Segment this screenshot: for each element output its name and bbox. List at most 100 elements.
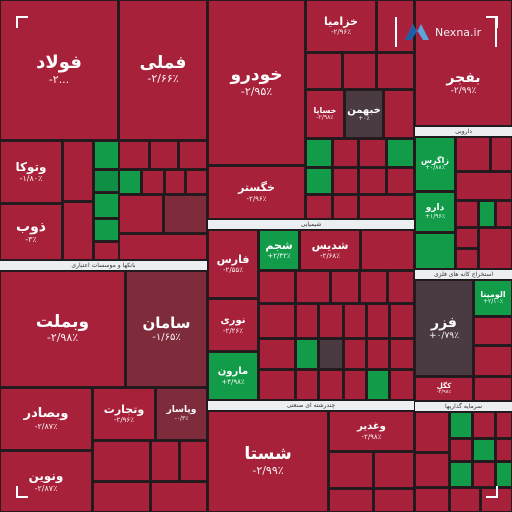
tile-small[interactable] xyxy=(259,271,295,303)
tile-khgostar[interactable]: خگستر -۲/۹۶٪ xyxy=(208,166,305,219)
tile-small[interactable] xyxy=(333,195,358,219)
tile-small[interactable] xyxy=(456,201,478,227)
tile-small[interactable] xyxy=(496,201,512,227)
tile-small[interactable] xyxy=(367,304,389,338)
tile-small[interactable] xyxy=(94,141,119,169)
tile-small[interactable] xyxy=(164,195,207,233)
tile-small[interactable] xyxy=(360,271,387,303)
tile-small[interactable] xyxy=(259,339,295,369)
tile-small[interactable] xyxy=(473,462,495,487)
tile-small[interactable] xyxy=(296,339,318,369)
tile-khodro[interactable]: خودرو -۲/۹۵٪ xyxy=(208,0,305,165)
tile-fameli[interactable]: فملی -۲/۶۶٪ xyxy=(119,0,207,140)
tile-small[interactable] xyxy=(94,242,119,260)
tile-small[interactable] xyxy=(296,271,330,303)
tile-small[interactable] xyxy=(473,412,495,438)
tile-small[interactable] xyxy=(319,339,343,369)
tile-vpasar[interactable]: وپاسار -۰/۳٪ xyxy=(156,388,207,440)
tile-small[interactable] xyxy=(387,168,414,194)
tile-small[interactable] xyxy=(344,370,366,400)
tile-alomina[interactable]: الومینا +۲/۱۰٪ xyxy=(474,280,512,316)
tile-small[interactable] xyxy=(450,488,480,512)
tile-farse[interactable]: فارس -۲/۵۵٪ xyxy=(208,230,258,298)
tile-small[interactable] xyxy=(63,202,93,260)
tile-maroon[interactable]: مارون +۴/۹۸٪ xyxy=(208,352,258,400)
tile-vnovin[interactable]: ونوین -۲/۸۷٪ xyxy=(0,451,92,512)
tile-small[interactable] xyxy=(151,441,179,481)
tile-khsapa[interactable]: خساپا -۲/۹۸٪ xyxy=(306,90,344,138)
tile-shajam[interactable]: شجم +۲/۴۲٪ xyxy=(259,230,299,270)
tile-small[interactable] xyxy=(491,137,512,171)
tile-small[interactable] xyxy=(343,53,376,89)
tile-small[interactable] xyxy=(359,168,386,194)
tile-folad[interactable]: فولاد -۲... xyxy=(0,0,118,140)
tile-small[interactable] xyxy=(456,228,478,248)
tile-kegol[interactable]: کگل -۲/۹۸٪ xyxy=(415,377,473,401)
tile-small[interactable] xyxy=(344,339,366,369)
tile-small[interactable] xyxy=(415,488,449,512)
tile-small[interactable] xyxy=(165,170,185,194)
tile-small[interactable] xyxy=(119,234,207,260)
tile-small[interactable] xyxy=(119,141,149,169)
tile-small[interactable] xyxy=(474,346,512,376)
tile-shadis[interactable]: شدیس -۲/۶۸٪ xyxy=(300,230,360,270)
tile-zob[interactable]: ذوب -۳٪ xyxy=(0,204,62,260)
tile-vbsader[interactable]: وبصادر -۲/۸۷٪ xyxy=(0,388,92,450)
tile-small[interactable] xyxy=(150,141,178,169)
tile-small[interactable] xyxy=(450,462,472,487)
tile-small[interactable] xyxy=(186,170,207,194)
tile-small[interactable] xyxy=(259,370,295,400)
tile-small[interactable] xyxy=(306,53,342,89)
tile-noori[interactable]: نوری -۲/۲۶٪ xyxy=(208,299,258,351)
tile-small[interactable] xyxy=(306,139,332,167)
tile-small[interactable] xyxy=(374,452,414,488)
tile-small[interactable] xyxy=(180,441,207,481)
tile-small[interactable] xyxy=(361,230,414,270)
tile-small[interactable] xyxy=(63,141,93,201)
tile-small[interactable] xyxy=(456,172,512,200)
tile-small[interactable] xyxy=(387,139,414,167)
tile-small[interactable] xyxy=(473,439,495,461)
tile-small[interactable] xyxy=(179,141,207,169)
tile-vbmellat[interactable]: وبملت -۲/۹۸٪ xyxy=(0,271,125,387)
tile-shasta[interactable]: شستا -۲/۹۹٪ xyxy=(208,411,328,512)
tile-small[interactable] xyxy=(496,439,512,461)
tile-small[interactable] xyxy=(415,453,449,487)
tile-small[interactable] xyxy=(456,137,490,171)
tile-small[interactable] xyxy=(359,139,386,167)
tile-small[interactable] xyxy=(367,339,389,369)
tile-small[interactable] xyxy=(344,304,366,338)
tile-small[interactable] xyxy=(306,168,332,194)
tile-small[interactable] xyxy=(333,139,358,167)
tile-small[interactable] xyxy=(450,439,472,461)
tile-small[interactable] xyxy=(333,168,358,194)
tile-small[interactable] xyxy=(377,53,414,89)
tile-small[interactable] xyxy=(119,195,163,233)
tile-small[interactable] xyxy=(94,170,119,192)
tile-small[interactable] xyxy=(94,193,119,218)
tile-small[interactable] xyxy=(415,412,449,452)
tile-small[interactable] xyxy=(367,370,389,400)
tile-small[interactable] xyxy=(306,195,332,219)
tile-small[interactable] xyxy=(388,271,414,303)
tile-khezamia[interactable]: خزامیا -۲/۹۶٪ xyxy=(306,0,376,52)
tile-small[interactable] xyxy=(94,219,119,241)
tile-fazar[interactable]: فزر +۰/۷۹٪ xyxy=(415,280,473,376)
tile-small[interactable] xyxy=(142,170,164,194)
tile-small[interactable] xyxy=(151,482,207,512)
tile-khabahman[interactable]: خبهمن +۰٪ xyxy=(345,90,383,138)
tile-small[interactable] xyxy=(374,489,414,512)
tile-small[interactable] xyxy=(331,271,359,303)
tile-small[interactable] xyxy=(259,304,295,338)
tile-small[interactable] xyxy=(474,377,512,401)
tile-small[interactable] xyxy=(359,195,414,219)
tile-small[interactable] xyxy=(390,339,414,369)
tile-small[interactable] xyxy=(390,370,414,400)
tile-small[interactable] xyxy=(93,482,150,512)
tile-small[interactable] xyxy=(93,441,150,481)
tile-small[interactable] xyxy=(384,90,414,138)
tile-small[interactable] xyxy=(456,249,478,269)
tile-small[interactable] xyxy=(296,370,318,400)
tile-small[interactable] xyxy=(415,233,455,269)
tile-small[interactable] xyxy=(479,201,495,227)
